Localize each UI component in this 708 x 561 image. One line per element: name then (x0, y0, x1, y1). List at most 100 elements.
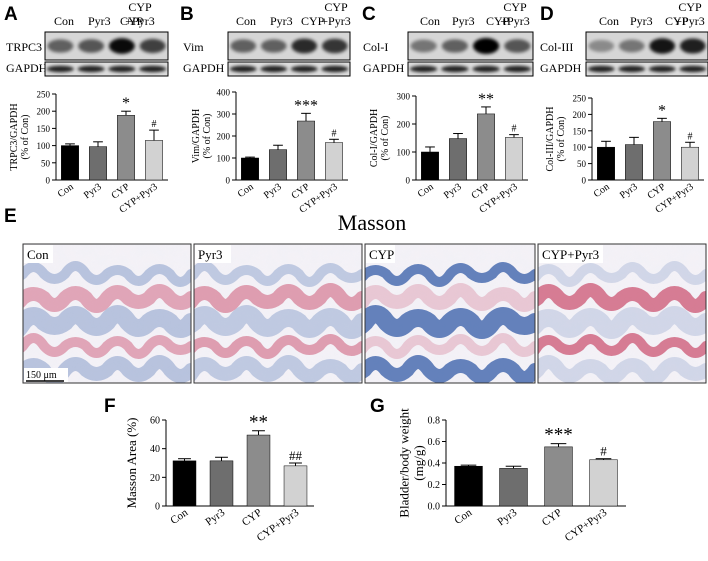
bar (117, 115, 135, 181)
gapdh-band (441, 65, 469, 73)
y-tick-label: 60 (150, 416, 160, 427)
blot-loading-label: GAPDH (6, 61, 48, 75)
gapdh-band (409, 65, 438, 73)
blot-band (260, 39, 287, 53)
y-tick-label: 0.0 (428, 502, 441, 513)
blot-lane-label: Con (236, 14, 256, 28)
y-axis-label: Vim/GAPDH(% of Con) (191, 109, 213, 163)
bar (61, 145, 79, 181)
bar (283, 465, 308, 507)
y-tick-label: 200 (573, 110, 587, 120)
category-label: Pyr3 (262, 181, 284, 201)
gapdh-band (139, 65, 167, 73)
panel-label-a: A (4, 4, 18, 25)
blot-band (108, 38, 135, 54)
y-axis-label: Col-III/GAPDH(% of Con) (545, 107, 567, 172)
category-label: Con (592, 181, 612, 200)
blot-loading-label: GAPDH (183, 61, 225, 75)
blot-band (321, 38, 348, 54)
y-tick-label: 0.2 (428, 480, 441, 491)
blot-band (588, 39, 615, 53)
histology-label-box (539, 245, 603, 263)
y-tick-label: 0.4 (428, 459, 441, 470)
bar-chart: 0 100 200 300 400 Vim/GAPDH(% of Con) Con Pyr3 *… (191, 88, 348, 216)
significance-mark: # (332, 128, 337, 139)
category-label: Pyr3 (203, 506, 227, 528)
bar (499, 468, 528, 507)
blot-lane-label: Pyr3 (630, 14, 653, 28)
histology-label: CYP (369, 247, 394, 262)
bar (209, 460, 234, 507)
gapdh-band (46, 65, 74, 73)
y-tick-label: 0 (406, 176, 411, 186)
bar (477, 113, 495, 181)
y-tick-label: 200 (217, 132, 231, 142)
histology-label-box (24, 245, 53, 263)
bar (89, 146, 107, 181)
histology-panel: CYP (364, 243, 536, 384)
y-tick-label: 100 (217, 154, 231, 164)
blot-band (78, 39, 105, 53)
blot-band (649, 38, 676, 54)
bar (653, 121, 671, 181)
histology-label: Con (27, 247, 49, 262)
y-tick-label: 0 (226, 176, 231, 186)
bar (505, 137, 523, 181)
blot-gapdh-strip (227, 61, 351, 77)
category-label: CYP (240, 507, 264, 529)
masson-histology-panels: Con Pyr3 CYP CYP+Pyr3 150 μm (22, 243, 707, 384)
blot-lane-label: Con (599, 14, 619, 28)
gapdh-band (587, 65, 615, 73)
bar (597, 146, 615, 181)
scale-bar-label: 150 μm (26, 370, 57, 381)
blot-protein-label: Col-I (363, 40, 388, 54)
gapdh-band (679, 65, 707, 73)
bar (325, 142, 343, 181)
gapdh-band (648, 65, 676, 73)
blot-lane-label: +Pyr3 (125, 14, 154, 28)
blot-band (679, 38, 706, 54)
histology-label-box (195, 245, 231, 263)
y-tick-label: 50 (41, 158, 51, 168)
category-label: Pyr3 (618, 181, 640, 201)
blot-band (47, 39, 74, 53)
blot-lane-label: CYP (503, 0, 527, 14)
masson-title: Masson (338, 210, 406, 235)
y-axis-label: Bladder/body weight(mg/g) (397, 408, 426, 518)
histology-panel: CYP+Pyr3 (537, 243, 707, 384)
significance-mark: * (658, 102, 666, 119)
category-label: Con (56, 181, 76, 200)
bar (297, 120, 315, 181)
blot-band (230, 39, 257, 53)
category-label: Con (236, 181, 256, 200)
gapdh-band (260, 65, 288, 73)
blot-protein-label: TRPC3 (6, 40, 42, 54)
y-tick-label: 200 (37, 107, 51, 117)
gapdh-band (77, 65, 105, 73)
y-tick-label: 250 (573, 94, 587, 104)
category-label: Pyr3 (442, 181, 464, 201)
blot-lane-label: CYP (120, 14, 144, 28)
y-tick-label: 100 (37, 141, 51, 151)
panel-label-g: G (370, 396, 385, 417)
blot-band (291, 38, 318, 54)
blot-lane-label: Pyr3 (452, 14, 475, 28)
bar (454, 465, 483, 507)
gapdh-band (321, 65, 349, 73)
significance-mark: # (512, 124, 517, 135)
y-tick-label: 300 (397, 92, 411, 102)
blot-lane-label: Pyr3 (270, 14, 293, 28)
y-tick-label: 0.6 (428, 437, 441, 448)
significance-mark: # (600, 444, 607, 459)
bar (681, 146, 699, 181)
category-label: Con (168, 506, 190, 527)
category-label: Con (452, 506, 474, 527)
gapdh-band (472, 65, 500, 73)
category-label: Pyr3 (495, 506, 519, 528)
blot-band (504, 39, 531, 53)
